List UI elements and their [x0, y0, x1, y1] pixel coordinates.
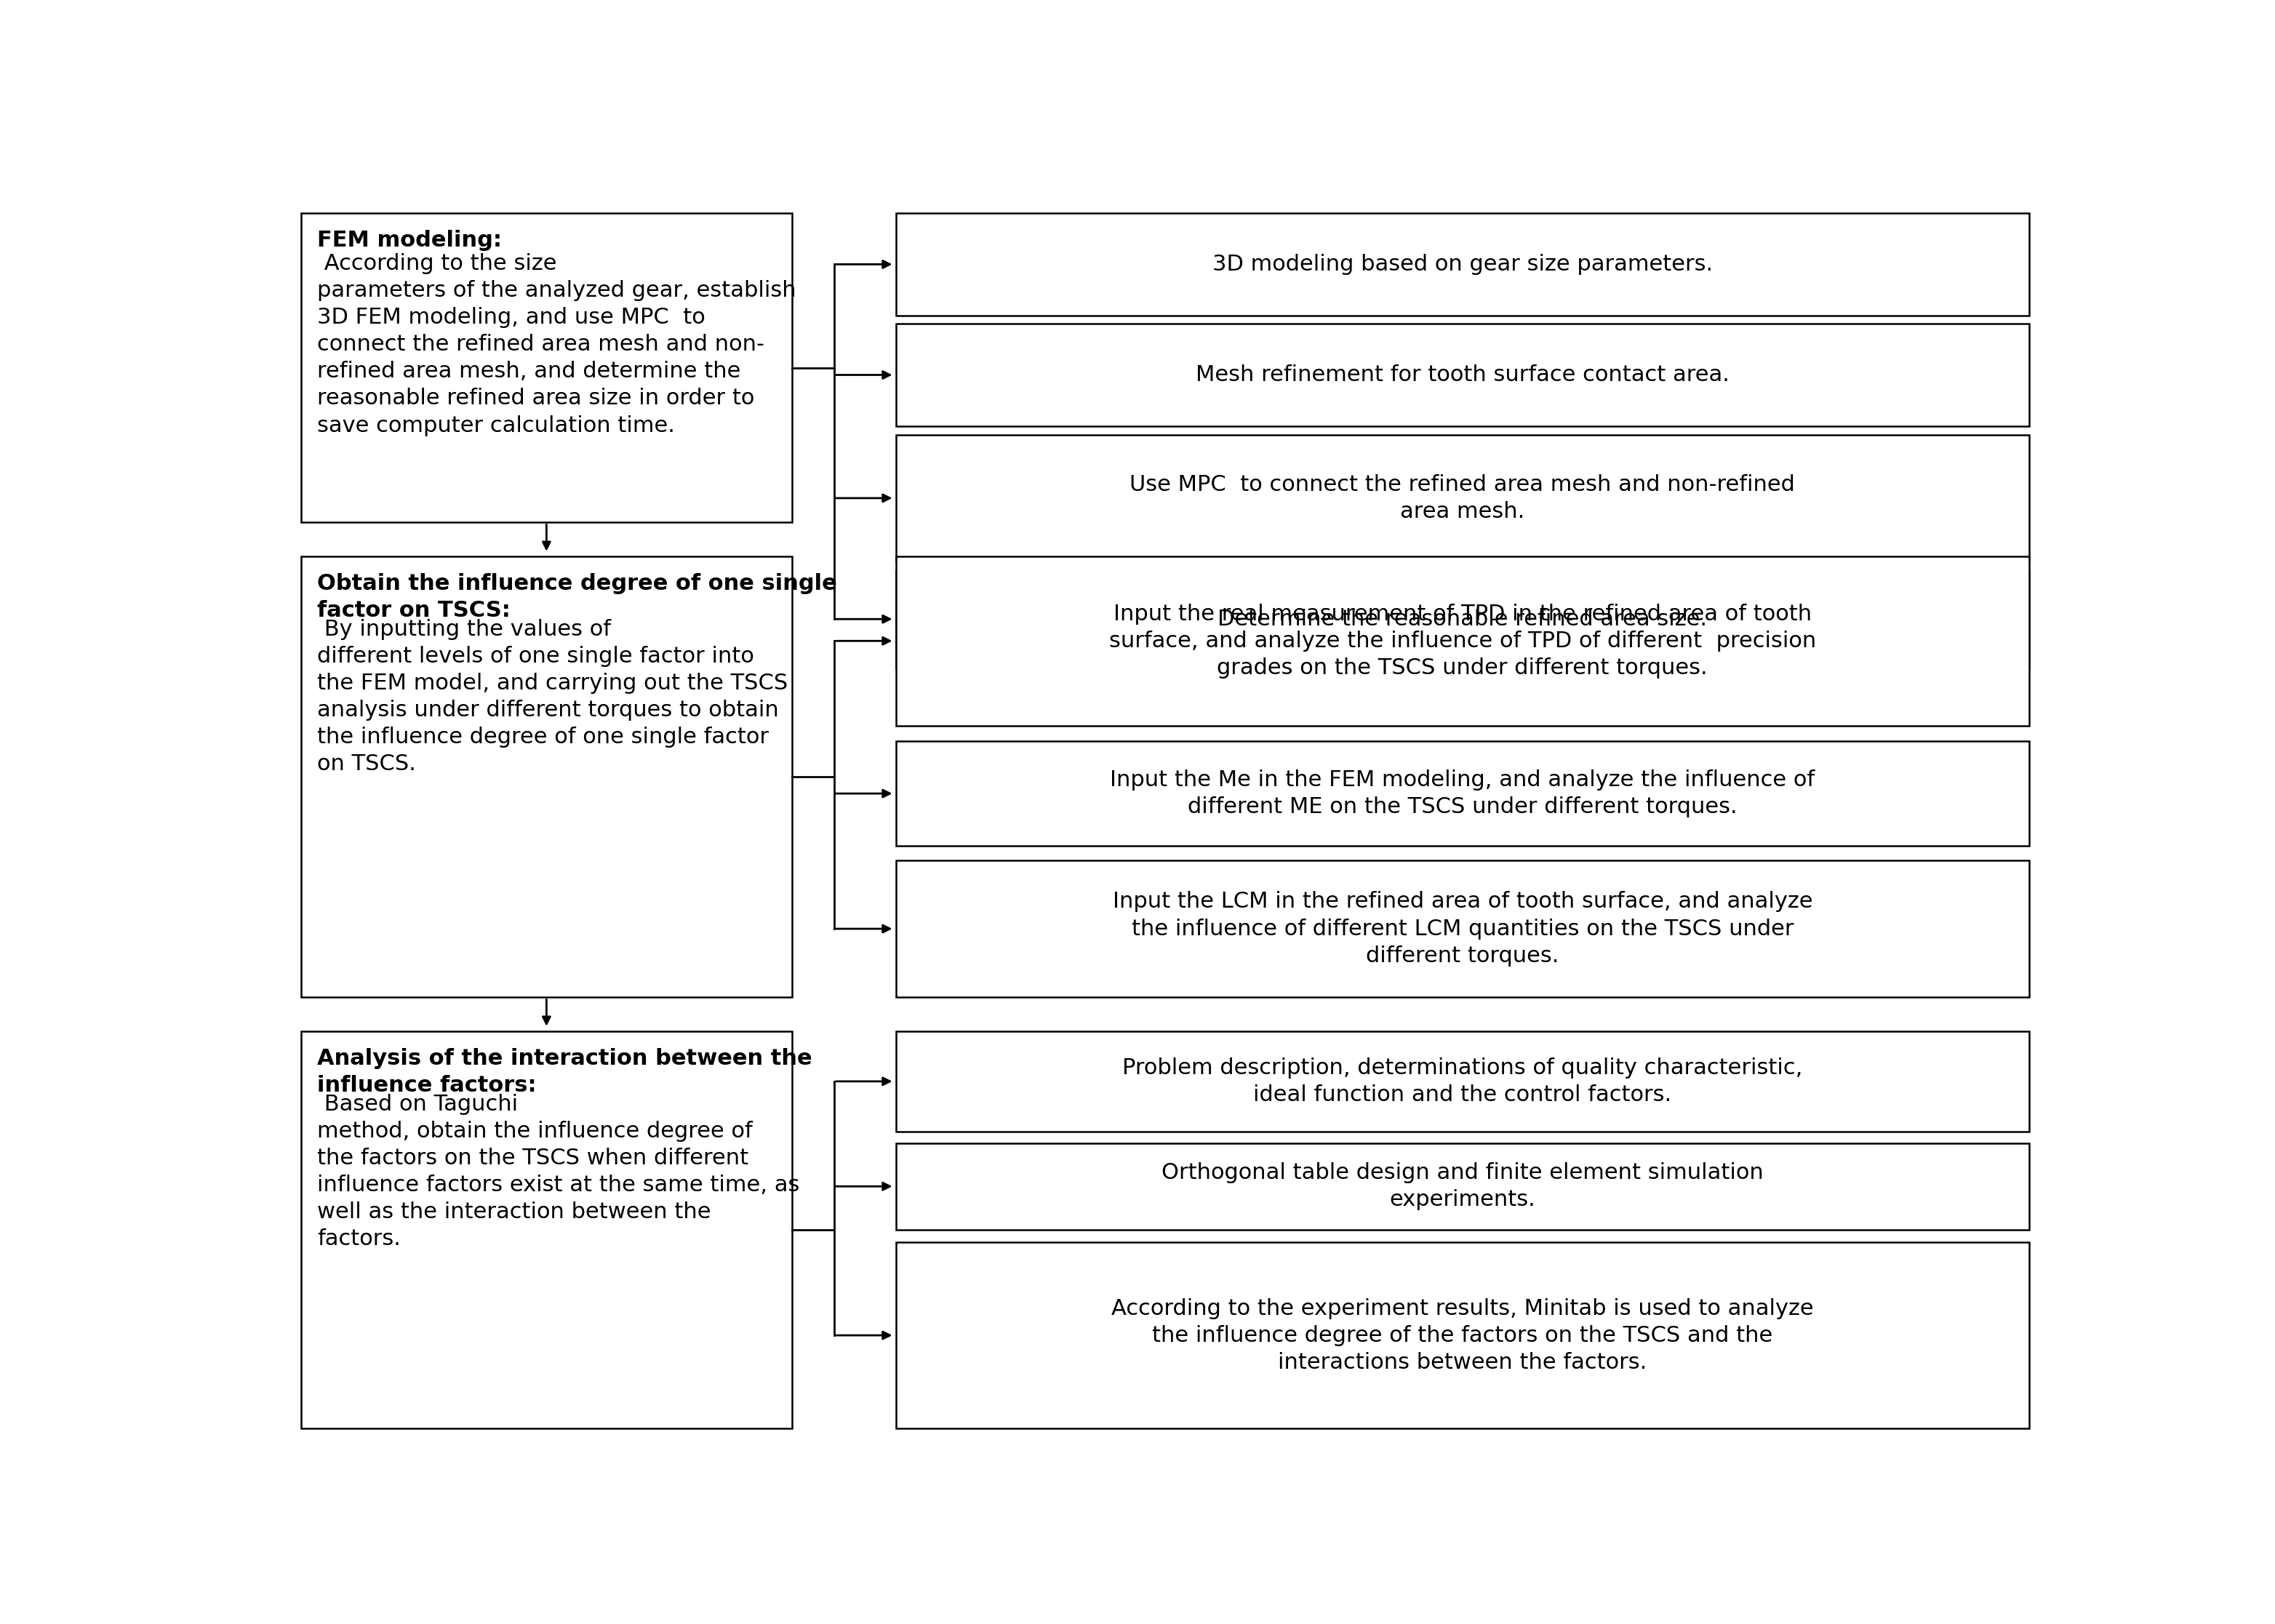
- Bar: [896, 323, 2029, 425]
- Text: Input the LCM in the refined area of tooth surface, and analyze
the influence of: Input the LCM in the refined area of too…: [1112, 892, 1813, 966]
- Text: According to the experiment results, Minitab is used to analyze
the influence de: According to the experiment results, Min…: [1110, 1298, 1813, 1372]
- Bar: [896, 213, 2029, 315]
- Text: Determine the reasonable refined area size.: Determine the reasonable refined area si…: [1217, 609, 1706, 630]
- Bar: [300, 1031, 792, 1429]
- Text: Input the Me in the FEM modeling, and analyze the influence of
different ME on t: Input the Me in the FEM modeling, and an…: [1110, 770, 1815, 817]
- Bar: [896, 1242, 2029, 1429]
- Text: 3D modeling based on gear size parameters.: 3D modeling based on gear size parameter…: [1213, 253, 1713, 274]
- Bar: [896, 555, 2029, 726]
- Text: According to the size
parameters of the analyzed gear, establish
3D FEM modeling: According to the size parameters of the …: [316, 253, 796, 435]
- Text: Problem description, determinations of quality characteristic,
ideal function an: Problem description, determinations of q…: [1122, 1057, 1802, 1106]
- Text: Based on Taguchi
method, obtain the influence degree of
the factors on the TSCS : Based on Taguchi method, obtain the infl…: [316, 1095, 799, 1250]
- Bar: [896, 741, 2029, 846]
- Text: Use MPC  to connect the refined area mesh and non-refined
area mesh.: Use MPC to connect the refined area mesh…: [1131, 474, 1795, 523]
- Text: By inputting the values of
different levels of one single factor into
the FEM mo: By inputting the values of different lev…: [316, 619, 787, 775]
- Text: Input the real measurement of TPD in the refined area of tooth
surface, and anal: Input the real measurement of TPD in the…: [1108, 604, 1815, 679]
- Text: Obtain the influence degree of one single
factor on TSCS:: Obtain the influence degree of one singl…: [316, 573, 837, 620]
- Bar: [896, 1143, 2029, 1229]
- Text: FEM modeling:: FEM modeling:: [316, 231, 503, 252]
- Bar: [896, 861, 2029, 997]
- Text: Orthogonal table design and finite element simulation
experiments.: Orthogonal table design and finite eleme…: [1163, 1163, 1763, 1210]
- Text: Mesh refinement for tooth surface contact area.: Mesh refinement for tooth surface contac…: [1197, 364, 1729, 385]
- Bar: [896, 570, 2029, 667]
- Bar: [300, 213, 792, 523]
- Bar: [896, 1031, 2029, 1132]
- Bar: [896, 435, 2029, 562]
- Bar: [300, 555, 792, 997]
- Text: Analysis of the interaction between the
influence factors:: Analysis of the interaction between the …: [316, 1047, 812, 1096]
